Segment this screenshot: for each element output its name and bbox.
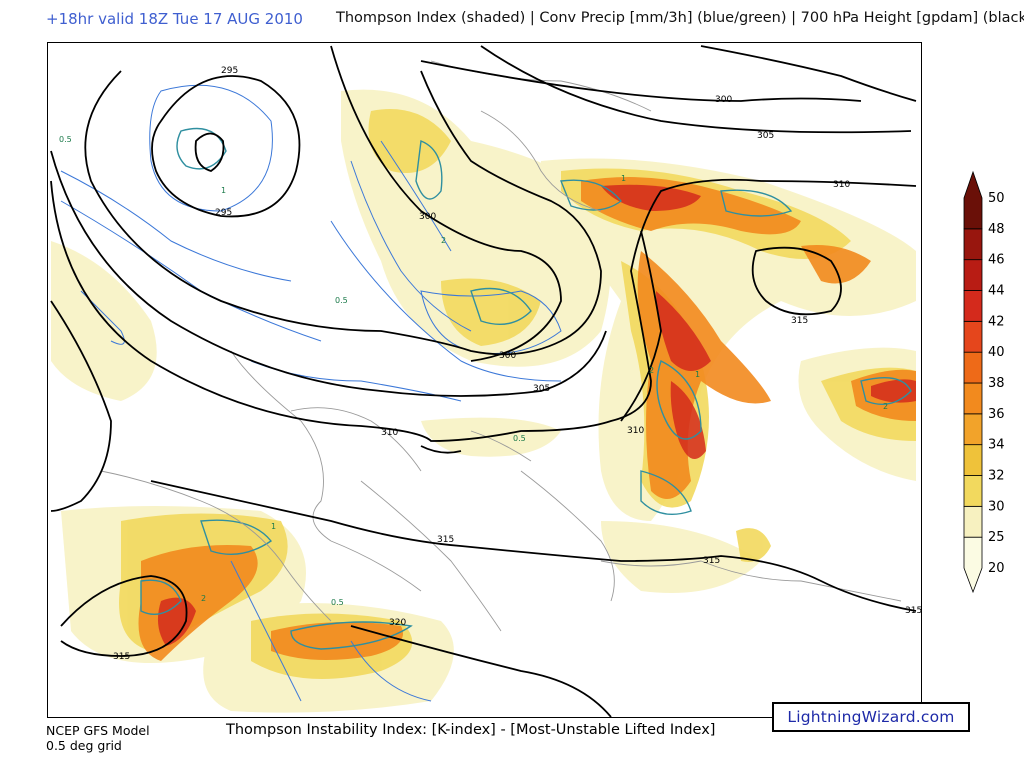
color-level-label: 30 [988, 499, 1005, 514]
height-contour-labels: 295 295 300 300 300 305 305 310 310 310 … [113, 66, 921, 662]
thompson-peak-shading [157, 184, 916, 646]
color-scale: 20 25 30 32 34 36 38 40 42 44 46 48 50 [963, 170, 1005, 594]
map-canvas: 295 295 300 300 300 305 305 310 310 310 … [48, 43, 921, 717]
color-bin [963, 413, 983, 446]
color-level-label: 36 [988, 407, 1005, 422]
contour-label: 315 [437, 535, 454, 545]
precip-label: 0.5 [513, 434, 526, 443]
color-level-label: 20 [988, 561, 1005, 576]
contour-label: 300 [419, 212, 436, 222]
contour-label: 315 [905, 606, 921, 616]
precip-label: 2 [201, 594, 206, 603]
map-title: Thompson Index (shaded) | Conv Precip [m… [336, 10, 1024, 26]
precip-label: 0.5 [331, 598, 344, 607]
precip-label: 1 [221, 186, 226, 195]
color-bin [963, 290, 983, 322]
color-bin [963, 228, 983, 261]
precip-label: 0.5 [335, 296, 348, 305]
contour-label: 315 [703, 556, 720, 566]
brand-link[interactable]: LightningWizard.com [772, 702, 970, 732]
precip-labels: 0.5 1 2 0.5 1 2 0.5 1 2 0.5 1 2 [59, 135, 888, 607]
contour-label: 320 [389, 618, 406, 628]
color-level-label: 50 [988, 191, 1005, 206]
contour-label: 305 [757, 131, 774, 141]
contour-label: 310 [833, 180, 850, 190]
color-level-label: 32 [988, 469, 1005, 484]
index-definition: Thompson Instability Index: [K-index] - … [226, 722, 716, 738]
contour-label: 310 [381, 428, 398, 438]
color-scale-swatches [963, 170, 983, 594]
color-level-label: 48 [988, 222, 1005, 237]
precip-label: 1 [621, 174, 626, 183]
contour-label: 315 [791, 316, 808, 326]
grid-label: 0.5 deg grid [46, 738, 122, 753]
color-bin [963, 444, 983, 476]
color-level-label: 34 [988, 438, 1005, 453]
model-label: NCEP GFS Model [46, 723, 150, 738]
color-bin [963, 536, 983, 594]
contour-label: 305 [533, 384, 550, 394]
color-level-label: 38 [988, 376, 1005, 391]
contour-label: 300 [499, 351, 516, 361]
precip-label: 2 [649, 366, 654, 375]
contour-label: 310 [627, 426, 644, 436]
color-level-label: 25 [988, 530, 1005, 545]
contour-label: 295 [221, 66, 238, 76]
precip-label: 2 [441, 236, 446, 245]
color-bin [963, 320, 983, 353]
height-contours [50, 45, 917, 717]
contour-label: 300 [715, 95, 732, 105]
valid-time-label: +18hr valid 18Z Tue 17 AUG 2010 [46, 10, 303, 28]
precip-label: 1 [271, 522, 276, 531]
color-bin [963, 170, 983, 230]
color-scale-labels: 20 25 30 32 34 36 38 40 42 44 46 48 50 [988, 191, 1005, 576]
color-bin [963, 351, 983, 384]
contour-label: 315 [113, 652, 130, 662]
color-bin [963, 382, 983, 415]
color-level-label: 44 [988, 284, 1005, 299]
color-bin [963, 259, 983, 291]
color-level-label: 46 [988, 253, 1005, 268]
contour-label: 295 [215, 208, 232, 218]
color-bin [963, 475, 983, 507]
color-bin [963, 505, 983, 538]
precip-label: 0.5 [59, 135, 72, 144]
precip-label: 1 [695, 370, 700, 379]
precip-label: 2 [883, 402, 888, 411]
forecast-map: 295 295 300 300 300 305 305 310 310 310 … [47, 42, 922, 718]
color-level-label: 40 [988, 345, 1005, 360]
coastlines [100, 60, 902, 632]
color-level-label: 42 [988, 314, 1005, 329]
